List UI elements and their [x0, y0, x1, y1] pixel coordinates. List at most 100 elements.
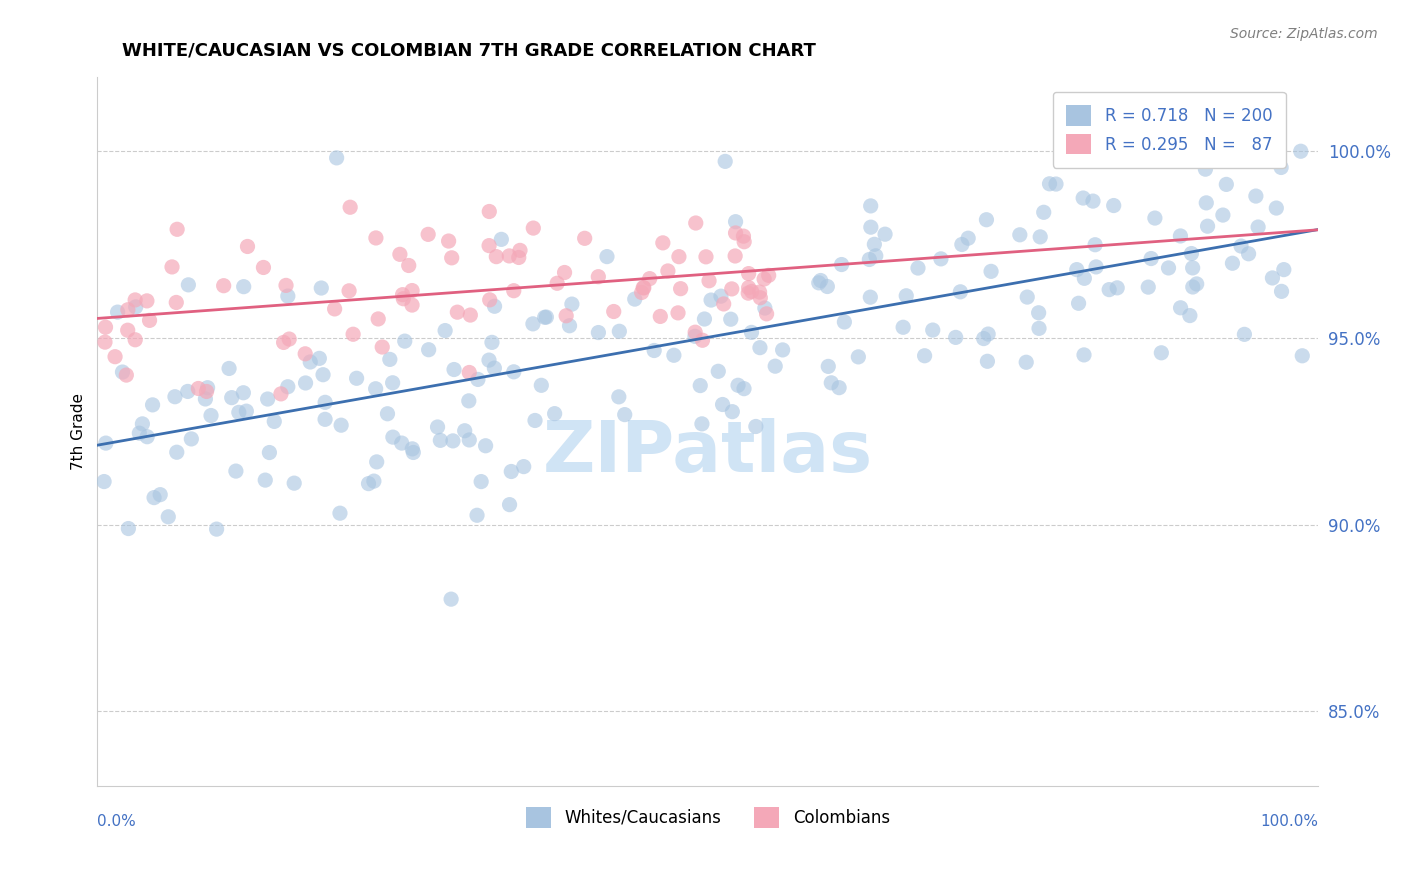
Point [366, 455, 388, 469]
Point [907, 260, 929, 275]
Text: ZIPatlas: ZIPatlas [543, 418, 873, 487]
Point [976, 212, 998, 227]
Point [1197, 219, 1219, 234]
Point [166, 445, 188, 459]
Point [733, 235, 755, 249]
Point [807, 276, 830, 290]
Point [1032, 205, 1054, 219]
Point [509, 244, 531, 258]
Point [724, 249, 747, 263]
Point [1073, 348, 1095, 362]
Point [1066, 262, 1088, 277]
Point [697, 274, 720, 288]
Point [228, 405, 250, 419]
Point [1143, 211, 1166, 225]
Point [546, 277, 568, 291]
Point [543, 407, 565, 421]
Point [392, 292, 415, 306]
Point [668, 250, 690, 264]
Point [394, 334, 416, 348]
Point [724, 226, 747, 240]
Point [815, 279, 838, 293]
Point [225, 464, 247, 478]
Point [94, 436, 117, 450]
Point [270, 387, 292, 401]
Point [555, 309, 578, 323]
Point [749, 291, 772, 305]
Point [1195, 195, 1218, 210]
Point [117, 522, 139, 536]
Point [828, 381, 851, 395]
Point [651, 235, 673, 250]
Point [1085, 260, 1108, 274]
Point [1140, 252, 1163, 266]
Point [1185, 277, 1208, 291]
Point [501, 465, 523, 479]
Point [561, 297, 583, 311]
Point [391, 287, 413, 301]
Point [163, 390, 186, 404]
Point [117, 323, 139, 337]
Point [401, 442, 423, 456]
Point [921, 323, 943, 337]
Point [666, 306, 689, 320]
Point [1247, 220, 1270, 235]
Point [720, 282, 742, 296]
Point [692, 333, 714, 347]
Point [259, 445, 281, 459]
Point [478, 293, 501, 307]
Point [314, 412, 336, 426]
Point [429, 434, 451, 448]
Point [308, 351, 330, 366]
Point [662, 348, 685, 362]
Point [104, 350, 127, 364]
Point [312, 368, 335, 382]
Point [834, 315, 856, 329]
Point [157, 509, 180, 524]
Point [929, 252, 952, 266]
Point [733, 382, 755, 396]
Point [748, 285, 770, 299]
Point [401, 298, 423, 312]
Point [502, 365, 524, 379]
Point [1107, 281, 1129, 295]
Y-axis label: 7th Grade: 7th Grade [72, 392, 86, 470]
Point [1038, 177, 1060, 191]
Point [1170, 301, 1192, 315]
Point [1291, 349, 1313, 363]
Point [329, 506, 352, 520]
Point [367, 312, 389, 326]
Point [817, 359, 839, 374]
Point [896, 289, 918, 303]
Point [441, 434, 464, 448]
Point [749, 341, 772, 355]
Point [613, 408, 636, 422]
Point [437, 234, 460, 248]
Point [741, 285, 763, 299]
Point [200, 409, 222, 423]
Point [740, 326, 762, 340]
Point [378, 352, 401, 367]
Point [713, 297, 735, 311]
Point [278, 332, 301, 346]
Point [1265, 201, 1288, 215]
Point [657, 264, 679, 278]
Point [502, 284, 524, 298]
Point [256, 392, 278, 406]
Point [484, 361, 506, 376]
Point [950, 237, 973, 252]
Point [859, 199, 882, 213]
Point [1102, 198, 1125, 212]
Point [1270, 285, 1292, 299]
Point [402, 445, 425, 459]
Point [1215, 178, 1237, 192]
Point [973, 332, 995, 346]
Point [180, 432, 202, 446]
Point [325, 151, 347, 165]
Point [752, 272, 775, 286]
Point [294, 347, 316, 361]
Point [388, 247, 411, 261]
Point [980, 264, 1002, 278]
Point [737, 286, 759, 301]
Point [533, 310, 555, 325]
